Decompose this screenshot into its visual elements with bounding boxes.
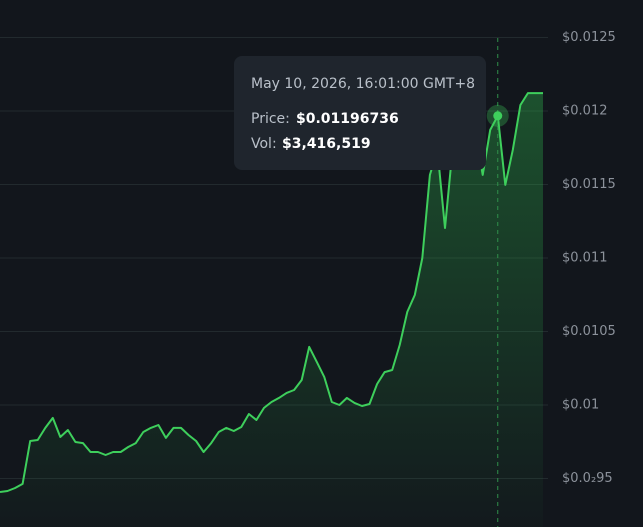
y-tick-label: $0.011 (562, 250, 608, 265)
y-tick-label: $0.0₂95 (562, 471, 613, 486)
tooltip-vol-label: Vol: (251, 136, 277, 152)
tooltip: May 10, 2026, 16:01:00 GMT+8 Price: $0.0… (234, 56, 486, 170)
y-tick-label: $0.0125 (562, 30, 616, 45)
y-tick-label: $0.0115 (562, 177, 616, 192)
tooltip-box (234, 56, 486, 170)
y-tick-label: $0.012 (562, 103, 608, 118)
tooltip-price: $0.01196736 (296, 111, 399, 127)
area (0, 93, 543, 527)
y-tick-label: $0.0105 (562, 324, 616, 339)
y-tick-label: $0.01 (562, 397, 599, 412)
tooltip-vol: $3,416,519 (282, 136, 371, 152)
tooltip-date: May 10, 2026, 16:01:00 GMT+8 (251, 76, 475, 92)
tooltip-price-label: Price: (251, 111, 290, 127)
highlight-point (493, 111, 503, 121)
